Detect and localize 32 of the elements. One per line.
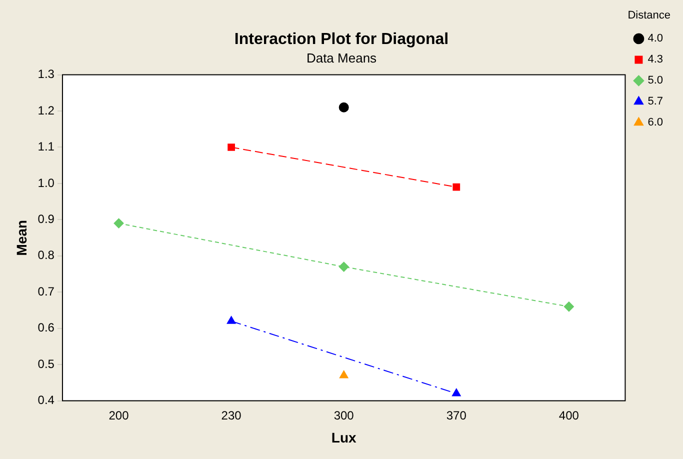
- point: [114, 218, 124, 228]
- point: [338, 102, 349, 112]
- y-tick-label: 1.1: [38, 140, 55, 154]
- point: [564, 302, 574, 312]
- legend-label: 6.0: [648, 116, 664, 129]
- legend-title: Distance: [628, 10, 671, 22]
- chart-title: Interaction Plot for Diagonal: [234, 31, 449, 48]
- x-tick-label: 370: [446, 408, 467, 422]
- point: [338, 262, 349, 272]
- legend-label: 4.3: [648, 54, 664, 66]
- x-tick-label: 300: [334, 408, 354, 422]
- x-tick-label: 400: [558, 408, 580, 422]
- legend-label: 5.0: [648, 74, 664, 87]
- chart-subtitle: Data Means: [306, 50, 378, 66]
- point: [339, 370, 348, 378]
- y-axis-title: Mean: [13, 220, 30, 256]
- y-tick-label: 0.6: [38, 320, 55, 335]
- legend-label: 5.7: [648, 96, 664, 108]
- y-tick-label: 1.0: [38, 176, 55, 190]
- y-tick-label: 0.4: [38, 393, 55, 408]
- y-tick-label: 0.7: [38, 284, 55, 298]
- x-axis-title: Lux: [331, 429, 357, 446]
- y-tick-label: 0.5: [38, 356, 55, 371]
- legend-label: 4.0: [648, 32, 664, 45]
- y-tick-label: 0.9: [38, 212, 55, 226]
- y-tick-label: 1.2: [38, 103, 55, 118]
- point: [452, 183, 460, 191]
- y-tick-label: 0.8: [38, 248, 55, 262]
- x-tick-label: 230: [221, 408, 242, 422]
- y-tick-label: 1.3: [38, 67, 55, 82]
- x-tick-label: 200: [108, 408, 130, 422]
- point: [228, 144, 235, 151]
